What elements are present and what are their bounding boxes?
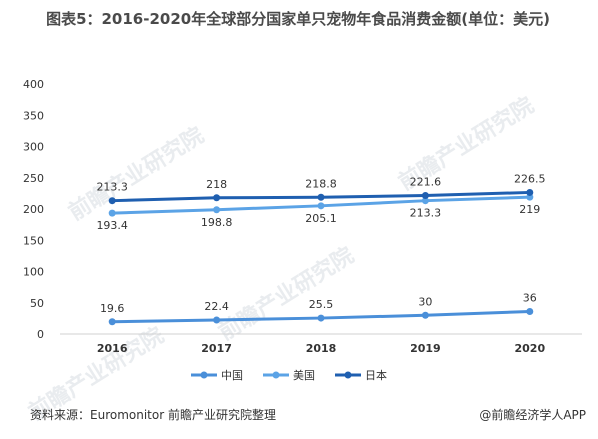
chart-legend: 中国 美国 日本 xyxy=(191,368,387,382)
data-point xyxy=(213,316,221,324)
y-tick-label: 200 xyxy=(23,203,44,216)
data-point xyxy=(213,194,221,202)
data-point xyxy=(108,209,116,217)
data-label: 221.6 xyxy=(410,176,442,189)
legend-label: 中国 xyxy=(221,369,243,382)
data-label: 218.8 xyxy=(305,177,337,190)
x-tick-label: 2018 xyxy=(306,342,337,355)
watermark-text: 前瞻产业研究院 xyxy=(214,242,358,346)
legend-label: 美国 xyxy=(293,369,315,382)
data-label: 198.8 xyxy=(201,216,233,229)
data-label: 213.3 xyxy=(96,181,128,194)
series-0: 19.6 22.4 25.5 30 36 xyxy=(100,292,537,326)
data-label: 193.4 xyxy=(96,219,128,232)
x-tick-label: 2020 xyxy=(514,342,545,355)
data-label: 22.4 xyxy=(204,300,229,313)
x-tick-label: 2019 xyxy=(410,342,441,355)
data-point xyxy=(317,314,325,322)
legend-item: 中国 xyxy=(191,369,243,382)
y-tick-label: 100 xyxy=(23,266,44,279)
data-point xyxy=(213,206,221,214)
chart-title: 图表5：2016-2020年全球部分国家单只宠物年食品消费金额(单位：美元) xyxy=(46,10,550,28)
brand-credit: @前瞻经济学人APP xyxy=(479,408,586,422)
data-point xyxy=(108,197,116,205)
data-label: 218 xyxy=(206,178,227,191)
legend-item: 美国 xyxy=(263,369,315,382)
source-note: 资料来源：Euromonitor 前瞻产业研究院整理 xyxy=(30,408,276,422)
data-label: 219 xyxy=(519,203,540,216)
data-point xyxy=(526,188,534,196)
data-point xyxy=(421,311,429,319)
legend-item: 日本 xyxy=(335,368,387,382)
data-point xyxy=(526,308,534,315)
data-label: 25.5 xyxy=(309,298,334,311)
legend-marker xyxy=(200,371,208,379)
y-tick-label: 400 xyxy=(23,78,44,91)
data-label: 30 xyxy=(418,295,432,308)
y-tick-label: 50 xyxy=(30,297,44,310)
data-point xyxy=(317,202,325,210)
data-point xyxy=(421,192,429,199)
series-1: 193.4 198.8 205.1 213.3 219 xyxy=(96,193,540,232)
data-point xyxy=(108,318,116,326)
series-2: 213.3 218 218.8 221.6 226.5 xyxy=(96,172,546,205)
chart-axes: 0 50 100 150 200 250 300 350 400 2016 2017 2018 2019… xyxy=(23,78,582,355)
y-tick-label: 150 xyxy=(23,234,44,247)
x-tick-label: 2016 xyxy=(97,342,128,355)
x-tick-label: 2017 xyxy=(201,342,232,355)
legend-marker xyxy=(272,371,280,379)
y-tick-label: 0 xyxy=(37,328,44,341)
data-point xyxy=(317,193,325,201)
y-tick-label: 250 xyxy=(23,172,44,185)
data-label: 213.3 xyxy=(410,207,442,220)
data-label: 226.5 xyxy=(514,172,546,185)
data-label: 205.1 xyxy=(305,212,337,225)
data-point xyxy=(421,197,429,205)
data-label: 19.6 xyxy=(100,302,125,315)
data-label: 36 xyxy=(523,292,537,305)
legend-label: 日本 xyxy=(365,368,387,382)
y-tick-label: 300 xyxy=(23,141,44,154)
y-tick-label: 350 xyxy=(23,109,44,122)
legend-marker xyxy=(344,371,352,379)
